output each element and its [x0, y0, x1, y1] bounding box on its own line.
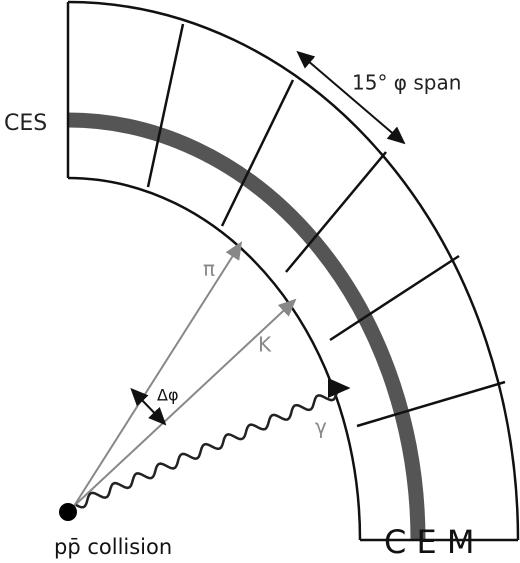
pion-label: π [203, 257, 215, 281]
photon-track [75, 378, 351, 509]
delta-phi-arrow [130, 387, 167, 426]
photon-label: γ [315, 415, 327, 439]
inner-arc [67, 176, 362, 541]
tower-divider [329, 254, 460, 342]
tower-divider [220, 79, 295, 227]
ces-label: CES [4, 111, 47, 136]
tower-divider [285, 151, 387, 273]
delta-phi-label: Δφ [157, 386, 179, 405]
kaon-track [73, 298, 297, 507]
tower-divider [146, 23, 185, 188]
cem-label: C E M [384, 523, 475, 561]
tower-divider [356, 380, 506, 428]
calorimeter [66, 0, 520, 542]
pion-track [73, 241, 243, 507]
span-arrow [296, 50, 406, 145]
outer-arc [67, 0, 520, 541]
ces-band [67, 112, 426, 541]
kaon-label: K [258, 333, 272, 357]
collision-point [59, 503, 77, 521]
span-label: 15° φ span [352, 71, 461, 95]
collision-label: pp̄ collision [54, 535, 172, 559]
